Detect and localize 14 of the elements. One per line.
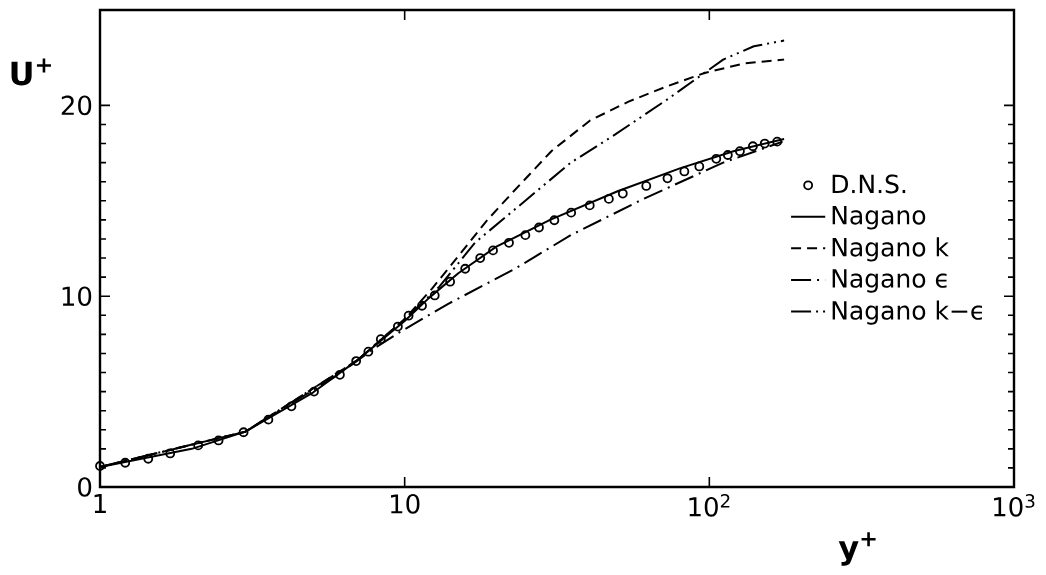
y-tick-label: 20 [61,95,92,116]
y-axis-title: U$^{+}$ [11,58,51,86]
legend-label: Nagano [832,206,926,230]
y-tick-label: 0 [78,477,92,497]
x-tick-label: 1 [94,494,106,514]
x-tick-label: 10 [390,494,420,514]
legend-label: Nagano k [832,237,949,262]
legend-label: Nagano ϵ [832,269,947,293]
x-tick-label: 10$^{2}$ [689,494,730,517]
x-tick-label: 10$^{3}$ [994,494,1035,517]
y-tick-label: 10 [62,286,92,307]
legend-label: Nagano k−ϵ [832,300,982,325]
x-axis-title: y$^{+}$ [838,532,876,566]
legend-label: D.N.S. [832,174,906,194]
